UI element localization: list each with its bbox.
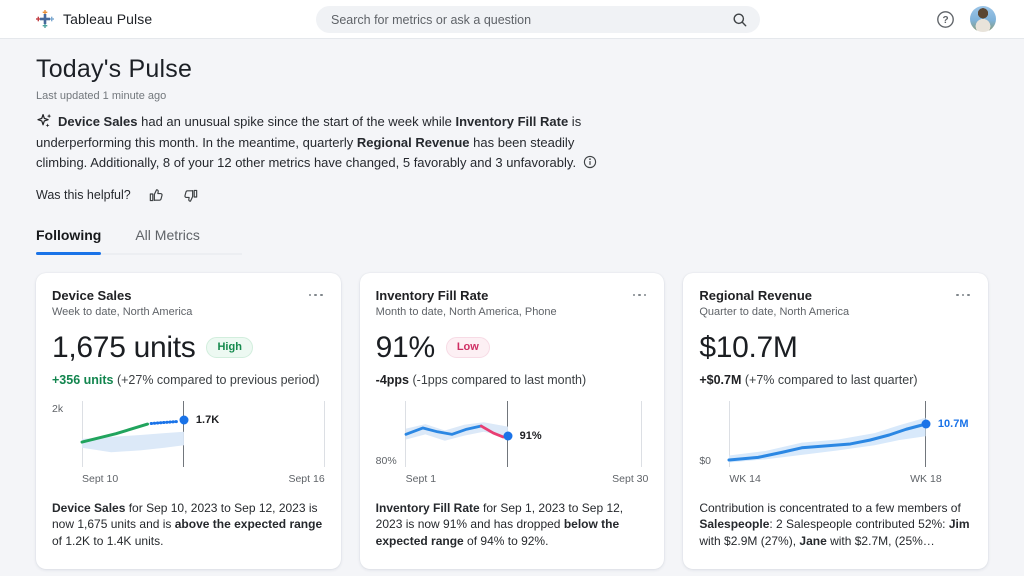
card-insight-text: Device Sales for Sep 10, 2023 to Sep 12,… (52, 500, 323, 548)
app-header: Tableau Pulse ? (0, 0, 1024, 39)
card-subtitle: Month to date, North America, Phone (375, 305, 557, 318)
metric-card-regional-revenue[interactable]: Regional Revenue Quarter to date, North … (683, 272, 989, 569)
metric-cards-row: Device Sales Week to date, North America… (36, 272, 989, 569)
metric-delta: -4pps (-1pps compared to last month) (375, 372, 587, 387)
summary-text: Device Sales had an unusual spike since … (36, 114, 582, 170)
y-axis-label: $0 (699, 454, 712, 467)
card-subtitle: Week to date, North America (52, 305, 193, 318)
card-subtitle: Quarter to date, North America (699, 305, 850, 318)
metric-value: $10.7M (699, 330, 798, 364)
current-value-dot[interactable] (503, 431, 513, 441)
app-brand: Tableau Pulse (36, 10, 152, 28)
feedback-row: Was this helpful? (36, 187, 988, 204)
card-title: Device Sales (52, 287, 132, 303)
search-input[interactable] (331, 12, 732, 27)
y-axis-label: 80% (375, 454, 397, 467)
app-title: Tableau Pulse (63, 11, 153, 27)
main-content: Today's Pulse Last updated 1 minute ago … (0, 39, 1024, 576)
search-bar[interactable] (316, 6, 760, 33)
card-insight-text: Contribution is concentrated to a few me… (699, 500, 970, 548)
tab-all-metrics[interactable]: All Metrics (135, 226, 200, 243)
metric-delta: +356 units (+27% compared to previous pe… (52, 372, 320, 387)
sparkline-block: $0 10.7M WK 14 WK 18 (699, 400, 972, 487)
info-icon[interactable] (583, 155, 597, 169)
x-axis-tick: WK 14 (729, 472, 761, 485)
x-axis-tick: WK 18 (910, 472, 942, 485)
feedback-prompt: Was this helpful? (36, 188, 131, 202)
x-axis-tick: Sept 30 (612, 472, 649, 485)
y-axis-label: 2k (52, 402, 64, 415)
search-icon[interactable] (732, 12, 748, 28)
metric-value: 91% (375, 330, 435, 364)
x-axis-labels: Sept 10 Sept 16 (82, 473, 325, 487)
metrics-tabs: Following All Metrics (36, 227, 242, 255)
metric-card-device-sales[interactable]: Device Sales Week to date, North America… (36, 272, 341, 569)
current-value-label: 10.7M (937, 417, 969, 430)
more-options-icon[interactable] (631, 288, 649, 303)
sparkline-chart[interactable]: 10.7M (729, 400, 972, 467)
more-options-icon[interactable] (954, 288, 972, 303)
sparkline-chart[interactable]: 1.7K (82, 400, 326, 467)
current-value-label: 1.7K (195, 414, 220, 427)
x-axis-labels: WK 14 WK 18 (729, 473, 972, 487)
current-value-dot[interactable] (921, 419, 931, 429)
ai-insight-summary: Device Sales had an unusual spike since … (36, 112, 602, 174)
x-axis-labels: Sept 1 Sept 30 (406, 473, 649, 487)
tab-following[interactable]: Following (36, 226, 102, 255)
card-insight-text: Inventory Fill Rate for Sep 1, 2023 to S… (375, 500, 624, 548)
help-icon[interactable]: ? (936, 10, 955, 29)
ai-sparkle-icon (37, 113, 52, 128)
x-axis-tick: Sept 10 (82, 472, 119, 485)
current-value-dot[interactable] (179, 415, 189, 425)
user-avatar[interactable] (970, 6, 996, 32)
last-updated-text: Last updated 1 minute ago (36, 90, 167, 102)
svg-text:?: ? (942, 14, 948, 25)
page-title: Today's Pulse (36, 55, 193, 83)
current-value-label: 91% (519, 430, 542, 443)
status-badge: High (206, 337, 253, 358)
sparkline-chart[interactable]: 91% (406, 400, 649, 467)
header-actions: ? (936, 6, 996, 32)
tableau-logo-icon (36, 10, 54, 28)
sparkline-block: 2k 1.7K Sept 10 Sept 16 (52, 400, 326, 487)
metric-delta: +$0.7M (+7% compared to last quarter) (699, 372, 918, 387)
sparkline-block: 80% 91% Sept 1 Sept 30 (375, 400, 649, 487)
x-axis-tick: Sept 16 (288, 472, 325, 485)
thumbs-up-icon[interactable] (148, 187, 165, 204)
thumbs-down-icon[interactable] (182, 187, 199, 204)
card-title: Inventory Fill Rate (375, 287, 489, 303)
metric-card-inventory-fill-rate[interactable]: Inventory Fill Rate Month to date, North… (359, 272, 665, 569)
card-title: Regional Revenue (699, 287, 813, 303)
x-axis-tick: Sept 1 (405, 472, 437, 485)
more-options-icon[interactable] (307, 288, 325, 303)
metric-value: 1,675 units (52, 330, 196, 364)
status-badge: Low (445, 337, 490, 358)
